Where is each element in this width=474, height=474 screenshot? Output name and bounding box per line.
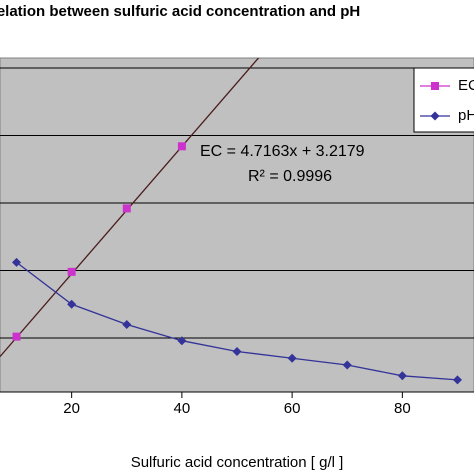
marks — [0, 58, 462, 385]
grid — [0, 67, 474, 339]
marker — [122, 320, 132, 329]
marker — [287, 353, 297, 363]
x-tick-label: 20 — [63, 400, 80, 417]
legend-label: EC — [458, 77, 474, 94]
marker — [177, 142, 186, 151]
x-tick-label: 80 — [394, 400, 411, 417]
marker — [452, 375, 462, 385]
marker — [397, 371, 407, 381]
legend: EC pH — [413, 67, 474, 133]
marker — [430, 111, 440, 121]
marker — [122, 204, 131, 213]
marker — [12, 257, 22, 267]
marker — [67, 267, 76, 276]
marker — [177, 336, 187, 346]
trendline — [0, 58, 260, 358]
equation: EC = 4.7163x + 3.2179 — [200, 143, 365, 160]
marker — [232, 347, 242, 356]
plot-area — [0, 57, 474, 393]
x-axis-label: Sulfuric acid concentration [ g/l ] — [131, 454, 344, 471]
marker — [67, 299, 77, 309]
r-squared: R² = 0.9996 — [248, 168, 332, 185]
marker — [342, 360, 352, 370]
marker — [12, 332, 21, 341]
legend-box — [413, 67, 474, 133]
x-tick-label: 40 — [174, 400, 191, 417]
marker — [431, 82, 439, 90]
x-tick-label: 60 — [284, 400, 301, 417]
chart-title: Relation between sulfuric acid concentra… — [0, 3, 360, 20]
legend-label: pH — [458, 107, 474, 124]
